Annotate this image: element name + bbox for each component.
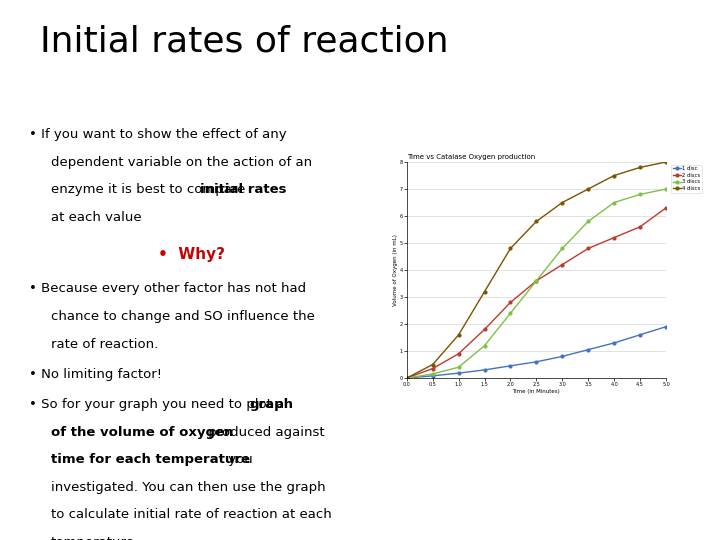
4 discs bbox=[610, 172, 618, 179]
Line: 3 discs: 3 discs bbox=[405, 187, 667, 380]
2 discs bbox=[662, 205, 670, 211]
3 discs bbox=[532, 278, 541, 284]
1 disc bbox=[454, 370, 463, 376]
2 discs bbox=[402, 375, 411, 381]
1 disc bbox=[402, 375, 411, 381]
Text: produced against: produced against bbox=[204, 426, 325, 438]
Text: •  Why?: • Why? bbox=[158, 247, 225, 262]
1 disc bbox=[428, 373, 437, 379]
4 discs bbox=[662, 159, 670, 165]
4 discs bbox=[428, 361, 437, 368]
1 disc bbox=[506, 363, 515, 369]
Text: to calculate initial rate of reaction at each: to calculate initial rate of reaction at… bbox=[51, 508, 332, 521]
3 discs bbox=[584, 218, 593, 225]
Text: temperature: temperature bbox=[51, 536, 135, 540]
2 discs bbox=[454, 350, 463, 357]
3 discs bbox=[480, 342, 489, 349]
3 discs bbox=[558, 245, 567, 252]
Text: Initial rates of reaction: Initial rates of reaction bbox=[40, 24, 449, 58]
1 disc bbox=[636, 332, 644, 338]
1 disc bbox=[610, 340, 618, 346]
Text: chance to change and SO influence the: chance to change and SO influence the bbox=[51, 310, 315, 323]
Text: of the volume of oxygen: of the volume of oxygen bbox=[51, 426, 233, 438]
2 discs bbox=[532, 278, 541, 284]
4 discs bbox=[636, 164, 644, 171]
Text: • No limiting factor!: • No limiting factor! bbox=[29, 368, 162, 381]
1 disc bbox=[584, 347, 593, 353]
4 discs bbox=[558, 199, 567, 206]
4 discs bbox=[584, 186, 593, 192]
1 disc bbox=[532, 359, 541, 365]
Text: investigated. You can then use the graph: investigated. You can then use the graph bbox=[51, 481, 325, 494]
4 discs bbox=[402, 375, 411, 381]
Line: 4 discs: 4 discs bbox=[405, 160, 667, 380]
3 discs bbox=[428, 370, 437, 377]
2 discs bbox=[610, 234, 618, 241]
3 discs bbox=[662, 186, 670, 192]
1 disc bbox=[662, 323, 670, 330]
3 discs bbox=[610, 199, 618, 206]
Text: dependent variable on the action of an: dependent variable on the action of an bbox=[51, 156, 312, 169]
Text: initial rates: initial rates bbox=[199, 184, 287, 197]
2 discs bbox=[506, 299, 515, 306]
4 discs bbox=[480, 288, 489, 295]
Text: rate of reaction.: rate of reaction. bbox=[51, 338, 158, 350]
Text: graph: graph bbox=[250, 398, 294, 411]
2 discs bbox=[428, 365, 437, 372]
X-axis label: Time (in Minutes): Time (in Minutes) bbox=[513, 389, 560, 394]
Y-axis label: Volume of Oxygen (in mL): Volume of Oxygen (in mL) bbox=[393, 234, 398, 306]
Text: you: you bbox=[223, 453, 252, 466]
4 discs bbox=[532, 218, 541, 225]
Text: time for each temperature: time for each temperature bbox=[51, 453, 250, 466]
Text: • So for your graph you need to plot a: • So for your graph you need to plot a bbox=[29, 398, 288, 411]
4 discs bbox=[506, 245, 515, 252]
2 discs bbox=[636, 224, 644, 230]
Legend: 1 disc, 2 discs, 3 discs, 4 discs: 1 disc, 2 discs, 3 discs, 4 discs bbox=[671, 165, 702, 193]
Text: at each value: at each value bbox=[51, 211, 142, 224]
4 discs bbox=[454, 332, 463, 338]
Text: enzyme it is best to compare: enzyme it is best to compare bbox=[51, 184, 250, 197]
Line: 2 discs: 2 discs bbox=[405, 206, 667, 380]
2 discs bbox=[558, 261, 567, 268]
Text: Time vs Catalase Oxygen production: Time vs Catalase Oxygen production bbox=[407, 154, 535, 160]
3 discs bbox=[454, 364, 463, 370]
2 discs bbox=[584, 245, 593, 252]
1 disc bbox=[558, 353, 567, 360]
3 discs bbox=[506, 310, 515, 316]
1 disc bbox=[480, 367, 489, 373]
Line: 1 disc: 1 disc bbox=[405, 325, 667, 380]
Text: • Because every other factor has not had: • Because every other factor has not had bbox=[29, 282, 306, 295]
Text: • If you want to show the effect of any: • If you want to show the effect of any bbox=[29, 128, 287, 141]
3 discs bbox=[636, 191, 644, 198]
2 discs bbox=[480, 326, 489, 333]
3 discs bbox=[402, 375, 411, 381]
